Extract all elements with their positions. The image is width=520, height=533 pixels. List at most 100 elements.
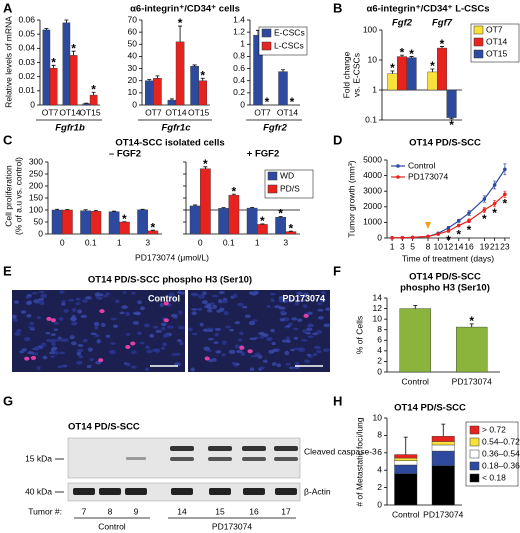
legend-swatch: [473, 37, 484, 47]
nucleus: [307, 311, 313, 316]
error-bar: [44, 28, 49, 30]
legend-label: PD/S: [280, 183, 300, 193]
nucleus: [300, 339, 308, 342]
significance: *: [449, 118, 454, 132]
point: [456, 223, 461, 228]
nucleus: [49, 338, 57, 344]
nucleus: [278, 298, 286, 303]
y-tick-label: 1: [372, 84, 377, 94]
bar: [200, 168, 211, 235]
nucleus: [248, 291, 254, 295]
y-tick-label: 0: [240, 99, 245, 109]
band: [208, 446, 232, 451]
nucleus: [270, 298, 275, 303]
nucleus: [94, 325, 99, 330]
bar: [190, 65, 199, 106]
chart-title: phospho H3 (Ser10): [400, 283, 490, 294]
lane-label: 17: [281, 506, 291, 516]
nucleus: [27, 300, 32, 305]
nucleus: [170, 297, 176, 301]
x-tick-label: OT7: [254, 107, 271, 117]
x-tick-label: 3: [400, 241, 405, 251]
x-tick-label: 1: [117, 237, 122, 247]
nucleus: [320, 290, 326, 295]
nucleus: [53, 328, 59, 331]
y-tick-label: 0: [377, 366, 382, 376]
bar-segment: [431, 465, 455, 506]
band: [243, 488, 265, 495]
error-bar: [203, 166, 208, 169]
band: [125, 488, 147, 495]
nucleus: [236, 302, 244, 307]
legend-label: OT7: [486, 24, 503, 34]
mitotic-cell: [50, 318, 56, 323]
x-tick-label: 0.1: [223, 237, 235, 247]
x-tick-label: OT15: [79, 107, 101, 117]
nucleus: [187, 327, 193, 332]
y-tick-label: 10: [128, 87, 138, 97]
chart-title: OT14 PD/S-SCC: [409, 272, 481, 283]
nucleus: [252, 319, 258, 322]
bar: [89, 94, 98, 106]
y-tick-label: 60: [128, 26, 138, 36]
error-bar: [150, 229, 155, 231]
nucleus: [203, 346, 211, 351]
nucleus: [242, 305, 248, 309]
nucleus: [94, 334, 100, 338]
error-bar: [200, 77, 205, 81]
mitotic-cell: [98, 358, 104, 363]
nucleus: [288, 366, 295, 370]
nucleus: [38, 290, 45, 294]
nucleus: [93, 321, 100, 327]
nucleus: [233, 293, 238, 298]
mitotic-cell: [130, 341, 136, 346]
x-tick-label: 0: [60, 237, 65, 247]
y-tick-label: 4000: [363, 170, 382, 180]
mitotic-cell: [239, 345, 245, 350]
band-label: Cleaved caspase-3: [304, 446, 377, 456]
nucleus: [33, 346, 40, 351]
error-bar: [250, 206, 255, 209]
nucleus: [137, 300, 142, 305]
point: [436, 232, 441, 236]
x-tick-label: 3: [283, 237, 288, 247]
point: [426, 234, 430, 239]
error-bar: [192, 64, 197, 67]
nucleus: [161, 342, 168, 347]
x-tick-label: OT14: [277, 107, 299, 117]
nucleus: [237, 338, 243, 342]
nucleus: [102, 294, 109, 298]
nucleus: [208, 358, 213, 363]
nucleus: [207, 337, 214, 341]
significance: *: [200, 68, 205, 82]
significance: *: [151, 220, 156, 234]
x-tick-label: Fgf2: [392, 18, 413, 29]
bar-segment: [394, 454, 418, 459]
nucleus: [48, 351, 56, 355]
nucleus: [306, 324, 313, 327]
nucleus: [75, 297, 82, 301]
y-tick-label: 50: [34, 216, 44, 226]
nucleus: [278, 306, 286, 310]
x-axis-title: Fgfr1c: [161, 123, 191, 134]
x-tick-label: OT7: [145, 107, 162, 117]
bar: [189, 205, 201, 235]
nucleus: [213, 341, 219, 344]
x-tick-label: 5: [410, 241, 415, 251]
x-axis-title: Time of treatment (days): [402, 253, 494, 263]
x-tick-label: 12: [444, 241, 454, 251]
nucleus: [209, 302, 215, 306]
nucleus: [37, 300, 45, 305]
nucleus: [269, 292, 276, 296]
nucleus: [293, 347, 299, 350]
x-tick-label: 23: [500, 241, 510, 251]
nucleus: [29, 321, 35, 326]
bar-segment: [431, 436, 455, 442]
nucleus: [126, 362, 131, 367]
nucleus: [218, 291, 225, 294]
y-tick-label: 0.1: [365, 114, 377, 124]
lane-label: 7: [82, 506, 87, 516]
mitotic-cell: [46, 316, 52, 321]
nucleus: [110, 317, 117, 321]
y-tick-label: 10: [368, 54, 378, 64]
